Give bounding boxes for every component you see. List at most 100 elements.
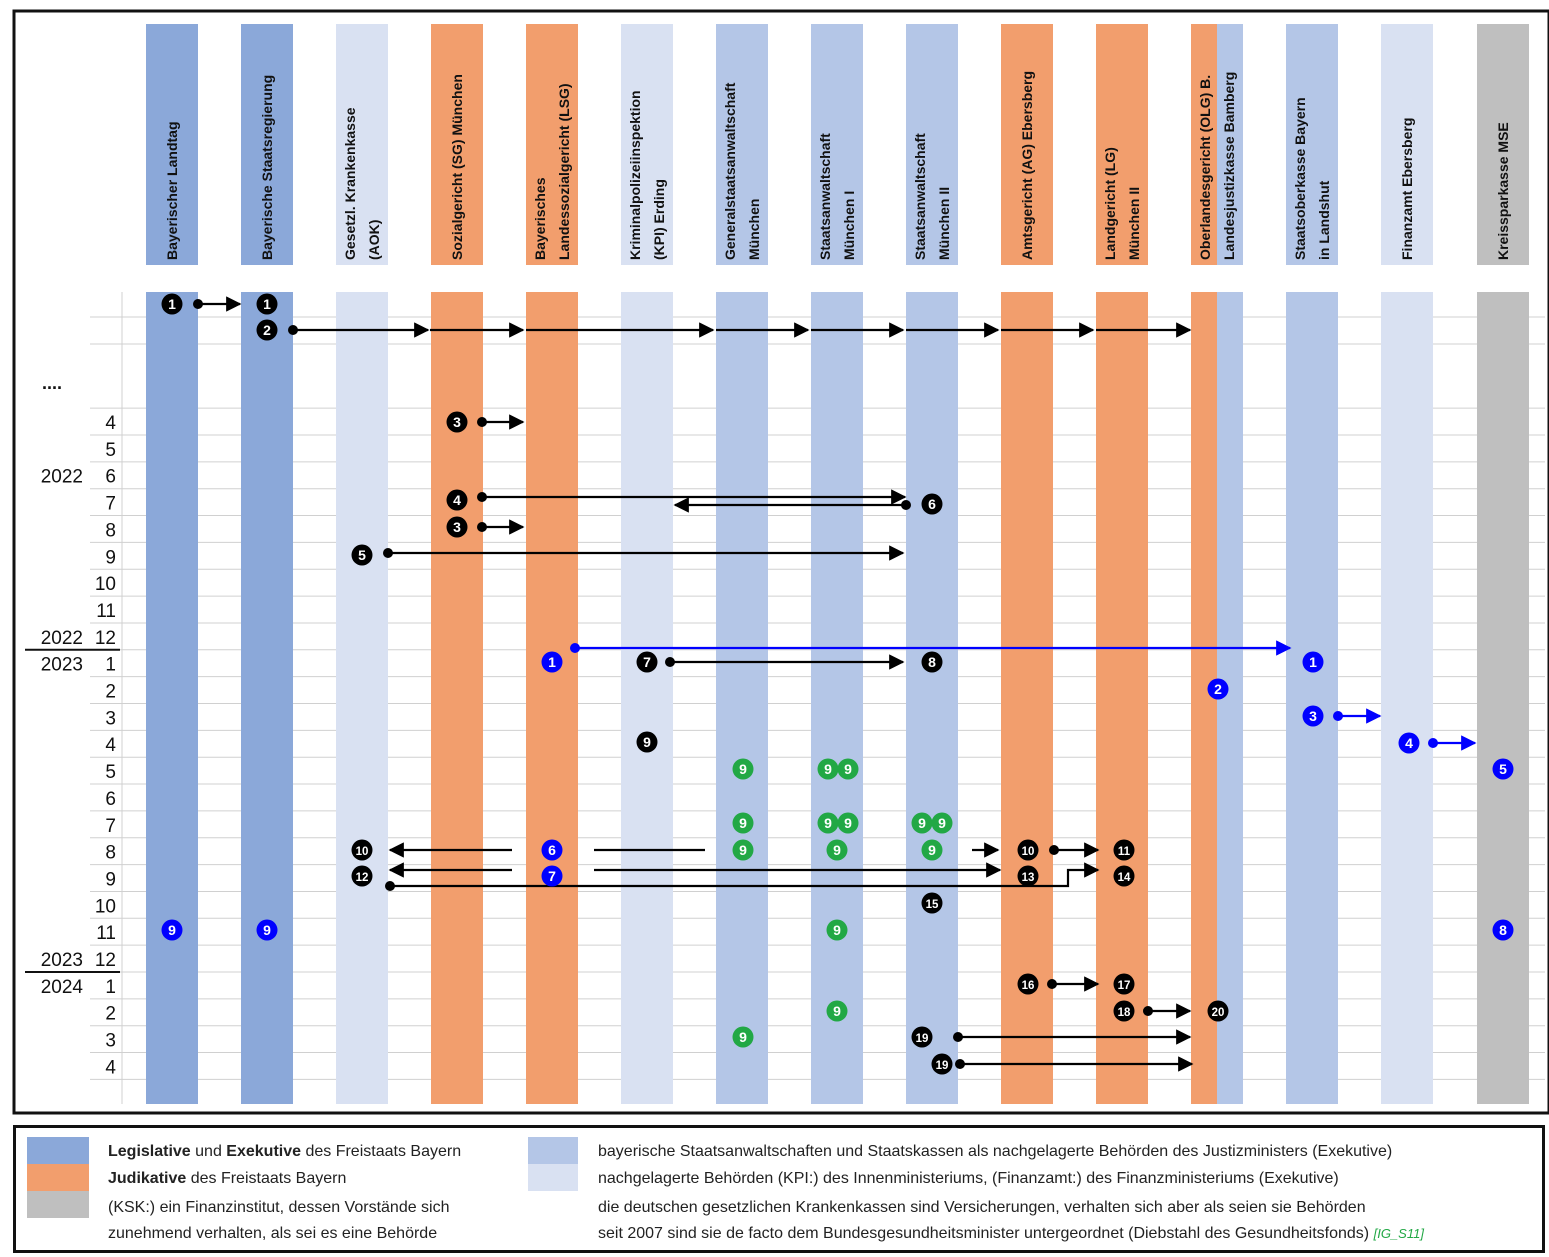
diagram-frame [12, 9, 1549, 1115]
arrow-origin-dot [953, 1032, 963, 1042]
event-marker-number: 9 [833, 1003, 841, 1019]
event-marker-number: 9 [844, 761, 852, 777]
column-bar [1286, 292, 1338, 1104]
event-marker: 9 [732, 812, 754, 834]
event-marker-disc [732, 812, 754, 834]
event-marker: 20 [1207, 1000, 1229, 1022]
arrow-origin-dot [1428, 738, 1438, 748]
event-marker: 7 [541, 865, 563, 887]
arrow-origin-dot [1333, 711, 1343, 721]
event-marker-number: 9 [739, 1029, 747, 1045]
event-marker-disc [256, 919, 278, 941]
event-marker: 19 [931, 1053, 953, 1075]
event-marker-disc [921, 839, 943, 861]
institution-columns: Bayerischer Landtag Bayerische Staatsregi… [146, 24, 1529, 1104]
event-marker-number: 9 [824, 815, 832, 831]
column-bar [1096, 292, 1148, 1104]
event-marker-number: 4 [453, 492, 461, 508]
column-label: Landesjustizkasse Bamberg [1221, 72, 1237, 260]
event-marker: 10 [1017, 839, 1039, 861]
legend-swatch-justice-sub [528, 1137, 578, 1164]
column-bar [1001, 292, 1053, 1104]
event-marker-number: 9 [643, 734, 651, 750]
column-label: München II [1126, 187, 1142, 260]
event-marker-disc [732, 758, 754, 780]
timeline-month: 7 [105, 494, 116, 515]
event-marker-number: 1 [263, 296, 271, 312]
event-marker-disc [817, 758, 839, 780]
event-marker: 6 [541, 839, 563, 861]
column-header [621, 24, 673, 265]
event-marker-disc [931, 1053, 953, 1075]
timeline-month: 6 [105, 467, 116, 488]
event-marker-disc [1207, 678, 1229, 700]
column-bar [906, 292, 958, 1104]
event-marker-number: 5 [1499, 761, 1507, 777]
event-marker-number: 9 [739, 761, 747, 777]
arrow-origin-dot [1047, 979, 1057, 989]
event-marker-number: 5 [358, 547, 366, 563]
event-marker: 4 [1398, 732, 1420, 754]
legend-swatch-judiciary [27, 1164, 89, 1191]
event-marker: 13 [1017, 865, 1039, 887]
event-marker-number: 10 [356, 846, 369, 858]
legend-aok-text-1: die deutschen gesetzlichen Krankenkassen… [598, 1199, 1366, 1216]
arrow-origin-dot [1049, 845, 1059, 855]
timeline-month: 7 [105, 816, 116, 837]
event-marker: 5 [1492, 758, 1514, 780]
column-label: Bayerische Staatsregierung [259, 75, 275, 260]
event-marker-number: 7 [643, 654, 651, 670]
column-bar [811, 292, 863, 1104]
event-marker-number: 9 [168, 922, 176, 938]
column-label: Amtsgericht (AG) Ebersberg [1019, 71, 1035, 260]
timeline-year: 2023 [41, 950, 83, 971]
event-marker-disc [826, 1000, 848, 1022]
event-marker-number: 9 [918, 815, 926, 831]
timeline-month: 2 [105, 1004, 116, 1025]
column-header-olg [1191, 24, 1217, 265]
column-label: München I [841, 191, 857, 260]
event-marker-disc [1113, 973, 1135, 995]
event-marker-number: 2 [1214, 681, 1222, 697]
event-marker-number: 6 [548, 842, 556, 858]
event-marker: 9 [161, 919, 183, 941]
event-marker-number: 7 [548, 868, 556, 884]
column-header [1001, 24, 1053, 265]
legend-judiciary-text: Judikative des Freistaats Bayern [108, 1170, 347, 1187]
event-marker-disc [921, 493, 943, 515]
event-marker-disc [351, 544, 373, 566]
timeline-year: 2023 [41, 655, 83, 676]
event-marker-number: 3 [453, 519, 461, 535]
event-marker: 9 [817, 758, 839, 780]
timeline-year: 2022 [41, 467, 83, 488]
event-marker: 9 [636, 731, 658, 753]
column-label: Staatsoberkasse Bayern [1292, 97, 1308, 260]
column-bar [1381, 292, 1433, 1104]
event-marker-number: 9 [263, 922, 271, 938]
event-marker-number: 20 [1212, 1007, 1225, 1019]
event-marker-disc [446, 516, 468, 538]
event-marker: 2 [256, 319, 278, 341]
arrow-origin-dot [288, 325, 298, 335]
timeline-month: 4 [105, 413, 116, 434]
event-marker-disc [446, 489, 468, 511]
event-marker-disc [1113, 865, 1135, 887]
column-header [146, 24, 198, 265]
legend-legislative-text: Legislative und Exekutive des Freistaats… [108, 1143, 462, 1160]
column-header [241, 24, 293, 265]
column-label: Staatsanwaltschaft [817, 133, 833, 260]
event-marker-disc [256, 319, 278, 341]
timeline-month: 12 [95, 950, 116, 971]
column-header [1477, 24, 1529, 265]
column-bar [1477, 292, 1529, 1104]
column-header-ljk [1217, 24, 1243, 265]
column-header [431, 24, 483, 265]
event-marker-disc [541, 865, 563, 887]
event-marker-number: 9 [739, 842, 747, 858]
event-marker-disc [1017, 973, 1039, 995]
event-marker-disc [1113, 1000, 1135, 1022]
column-label: in Landshut [1316, 180, 1332, 260]
event-marker: 3 [446, 516, 468, 538]
event-marker-number: 19 [916, 1033, 929, 1045]
event-marker: 15 [921, 892, 943, 914]
